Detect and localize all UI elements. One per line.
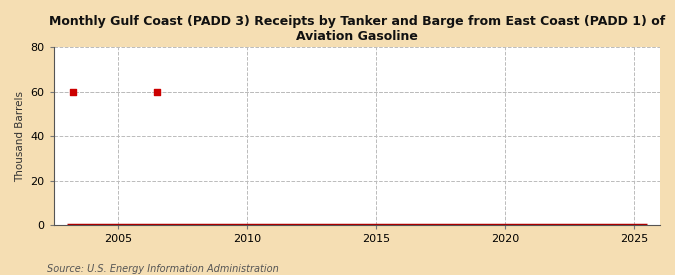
Y-axis label: Thousand Barrels: Thousand Barrels (15, 90, 25, 182)
Text: Source: U.S. Energy Information Administration: Source: U.S. Energy Information Administ… (47, 264, 279, 274)
Point (151, 89, 162, 94)
Title: Monthly Gulf Coast (PADD 3) Receipts by Tanker and Barge from East Coast (PADD 1: Monthly Gulf Coast (PADD 3) Receipts by … (49, 15, 665, 43)
Point (68, 89, 78, 94)
